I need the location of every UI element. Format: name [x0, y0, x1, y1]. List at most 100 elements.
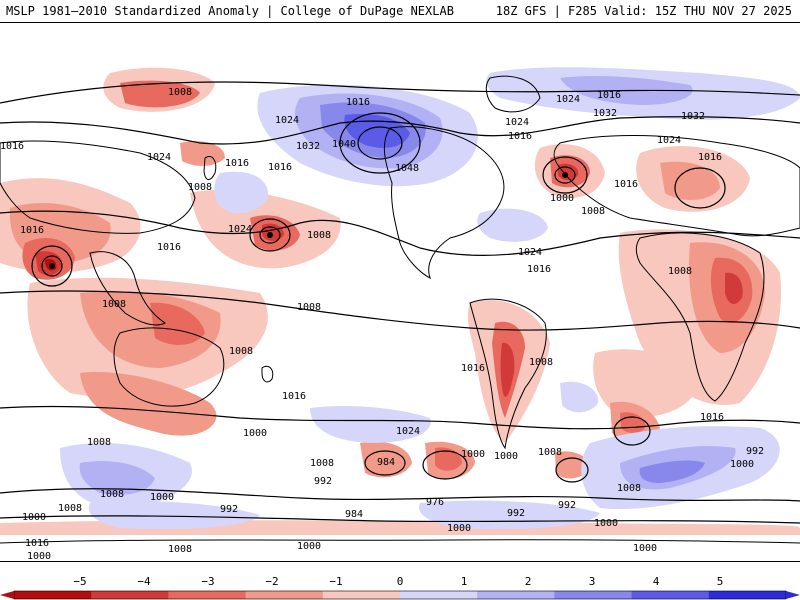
colorbar-ticks: −5 −4 −3 −2 −1 0 1 2 3 4 5 [73, 575, 723, 588]
coastline-south-america [469, 298, 547, 450]
isobar-label: 1024 [275, 115, 299, 126]
colorbar-swatches [13, 590, 787, 600]
colorbar-swatch [554, 591, 633, 599]
low-center-marker [267, 232, 273, 238]
isobar-label: 1016 [527, 264, 551, 275]
isobar-low [249, 218, 291, 252]
colorbar-tick-label: −3 [201, 575, 214, 588]
anomaly-fill [435, 447, 462, 471]
anomaly-fill [555, 451, 590, 479]
isobar-label: 1024 [556, 94, 580, 105]
coastline-antarctica [0, 539, 800, 544]
isobar-label: 1016 [614, 179, 638, 190]
isobar-label: 1000 [594, 518, 618, 529]
isobar-label: 1048 [395, 163, 419, 174]
isobar-label: 1008 [229, 346, 253, 357]
isobar-low [41, 255, 63, 277]
coastline-north-america [383, 126, 505, 279]
isobar-label: 1016 [346, 97, 370, 108]
isobar-label: 1008 [188, 182, 212, 193]
isobar-label: 1008 [102, 299, 126, 310]
colorbar-tick-label: 3 [589, 575, 596, 588]
model-run-info: 18Z GFS | F285 Valid: 15Z THU NOV 27 202… [495, 4, 792, 18]
coastline-asia-west [0, 140, 196, 234]
coastline-nz [261, 365, 274, 383]
isobar [0, 210, 800, 257]
isobar-label: 1032 [296, 141, 320, 152]
isobar-label: 1008 [668, 266, 692, 277]
isobar-high [357, 126, 403, 160]
isobar-label: 1016 [268, 162, 292, 173]
isobar [0, 515, 800, 524]
isobar-label: 1024 [657, 135, 681, 146]
isobars [0, 81, 800, 524]
isobar-label: 992 [507, 508, 525, 519]
low-centers [49, 172, 568, 269]
anomaly-fill [310, 406, 431, 443]
colorbar-swatch [708, 591, 787, 599]
isobar-label: 1000 [297, 541, 321, 552]
isobar-label: 1024 [518, 247, 542, 258]
colorbar-tick-label: −4 [137, 575, 151, 588]
colorbar-swatch [631, 591, 710, 599]
isobar-label: 976 [426, 497, 444, 508]
coastline-greenland [485, 75, 541, 113]
isobar-label: 1008 [168, 87, 192, 98]
coastline-southeast-asia [89, 251, 166, 326]
isobar-label: 1008 [87, 437, 111, 448]
colorbar-tick-label: 1 [461, 575, 468, 588]
isobar-label: 1024 [228, 224, 252, 235]
isobar-label: 992 [558, 500, 576, 511]
isobar-label: 1008 [617, 483, 641, 494]
isobar-label: 1000 [243, 428, 267, 439]
isobar-label: 1000 [550, 193, 574, 204]
colorbar-tick-label: 0 [397, 575, 404, 588]
isobar-label: 1008 [100, 489, 124, 500]
isobar-label: 1008 [297, 302, 321, 313]
isobar-label: 1016 [0, 141, 24, 152]
colorbar-tick-label: −1 [329, 575, 342, 588]
isobar-label: 1008 [538, 447, 562, 458]
map-title: MSLP 1981–2010 Standardized Anomaly | Co… [6, 4, 454, 18]
isobar-low [259, 226, 281, 244]
isobar-label: 1000 [150, 492, 174, 503]
isobar-label: 1016 [508, 131, 532, 142]
anomaly-fill [80, 372, 217, 436]
isobar-label: 984 [345, 509, 363, 520]
colorbar-tick-label: 4 [653, 575, 660, 588]
colorbar-swatch [14, 591, 92, 599]
isobar-high [339, 112, 421, 174]
isobar-low [542, 156, 588, 194]
isobar-label: 1024 [147, 152, 171, 163]
isobar-label: 1016 [157, 242, 181, 253]
isobar-label: 1016 [700, 412, 724, 423]
colorbar-tick-label: −5 [73, 575, 86, 588]
negative-anomaly-fills [0, 67, 800, 535]
low-center-marker [562, 172, 568, 178]
isobar-label: 992 [746, 446, 764, 457]
isobar-label: 1008 [168, 544, 192, 555]
coastline-africa [635, 232, 765, 402]
isobar-label: 984 [377, 457, 395, 468]
isobar-label: 1008 [307, 230, 331, 241]
colorbar: −5 −4 −3 −2 −1 0 1 2 3 4 5 [0, 575, 800, 600]
anomaly-fill [725, 272, 743, 305]
anomaly-fill [180, 141, 225, 166]
global-map: 1008 1016 1024 1024 1032 1040 1048 1016 … [0, 22, 800, 562]
isobar-label: 1000 [494, 451, 518, 462]
isobar-high [674, 167, 726, 209]
anomaly-fill [120, 80, 200, 108]
anomaly-fill [214, 171, 269, 214]
colorbar-swatch [322, 591, 401, 599]
isobar-label: 1008 [529, 357, 553, 368]
colorbar-swatch [245, 591, 324, 599]
isobar-label: 1024 [396, 426, 420, 437]
colorbar-arrow-right [786, 591, 800, 599]
isobar [0, 81, 800, 104]
isobar-label: 1040 [332, 139, 356, 150]
isobar-label: 992 [220, 504, 238, 515]
isobar-low [364, 450, 406, 476]
anomaly-fill [79, 461, 155, 495]
isobar-label: 1032 [681, 111, 705, 122]
isobar-label: 992 [314, 476, 332, 487]
